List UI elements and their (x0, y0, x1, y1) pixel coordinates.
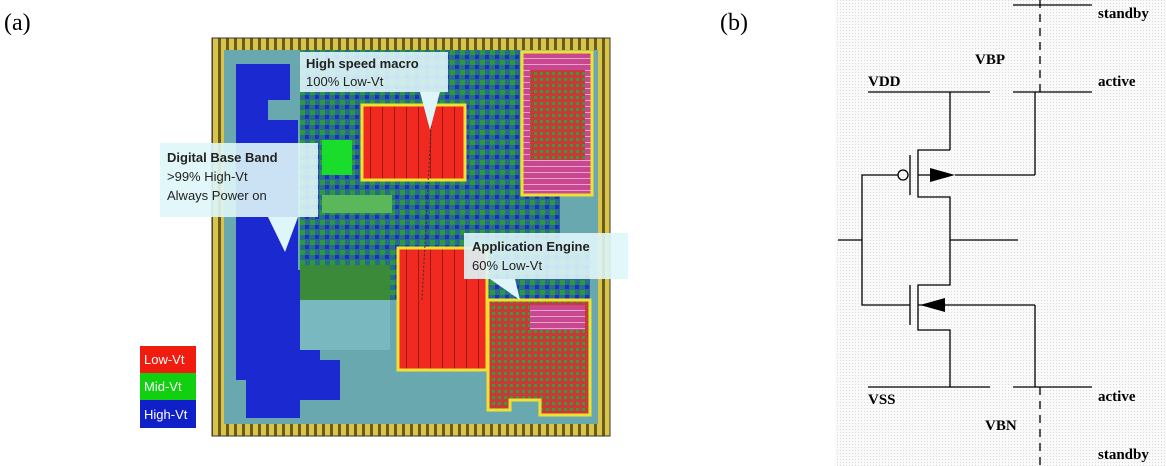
callout-title: Digital Base Band (167, 150, 278, 165)
circuit-background (835, 0, 1166, 466)
circuit-label: VBN (985, 418, 1017, 434)
circuit-label: VDD (868, 74, 901, 90)
callout-text: 100% Low-Vt (306, 74, 384, 89)
circuit-label: active (1098, 389, 1136, 405)
panel-label: (b) (720, 10, 748, 36)
callout-text: 60% Low-Vt (472, 258, 542, 273)
callout: High speed macro 100% Low-Vt (300, 52, 448, 130)
circuit-label: VBP (975, 52, 1005, 68)
circuit-label: standby (1098, 447, 1149, 463)
callout-title: Application Engine (472, 239, 590, 254)
legend-entry: Low-Vt (144, 352, 185, 367)
circuit-label: standby (1098, 6, 1149, 22)
callout: Application Engine 60% Low-Vt (464, 233, 628, 300)
legend: Low-Vt Mid-Vt High-Vt (140, 346, 196, 428)
legend-entry: Mid-Vt (144, 379, 182, 394)
panel-label: (a) (4, 10, 31, 36)
legend-entry: High-Vt (144, 407, 188, 422)
circuit-label: VSS (868, 392, 896, 408)
circuit-label: active (1098, 74, 1136, 90)
callout-text: >99% High-Vt (167, 169, 248, 184)
callout-title: High speed macro (306, 56, 419, 71)
callout-text: Always Power on (167, 188, 267, 203)
circuit (838, 0, 1092, 466)
callout: Digital Base Band >99% High-Vt Always Po… (160, 143, 318, 252)
